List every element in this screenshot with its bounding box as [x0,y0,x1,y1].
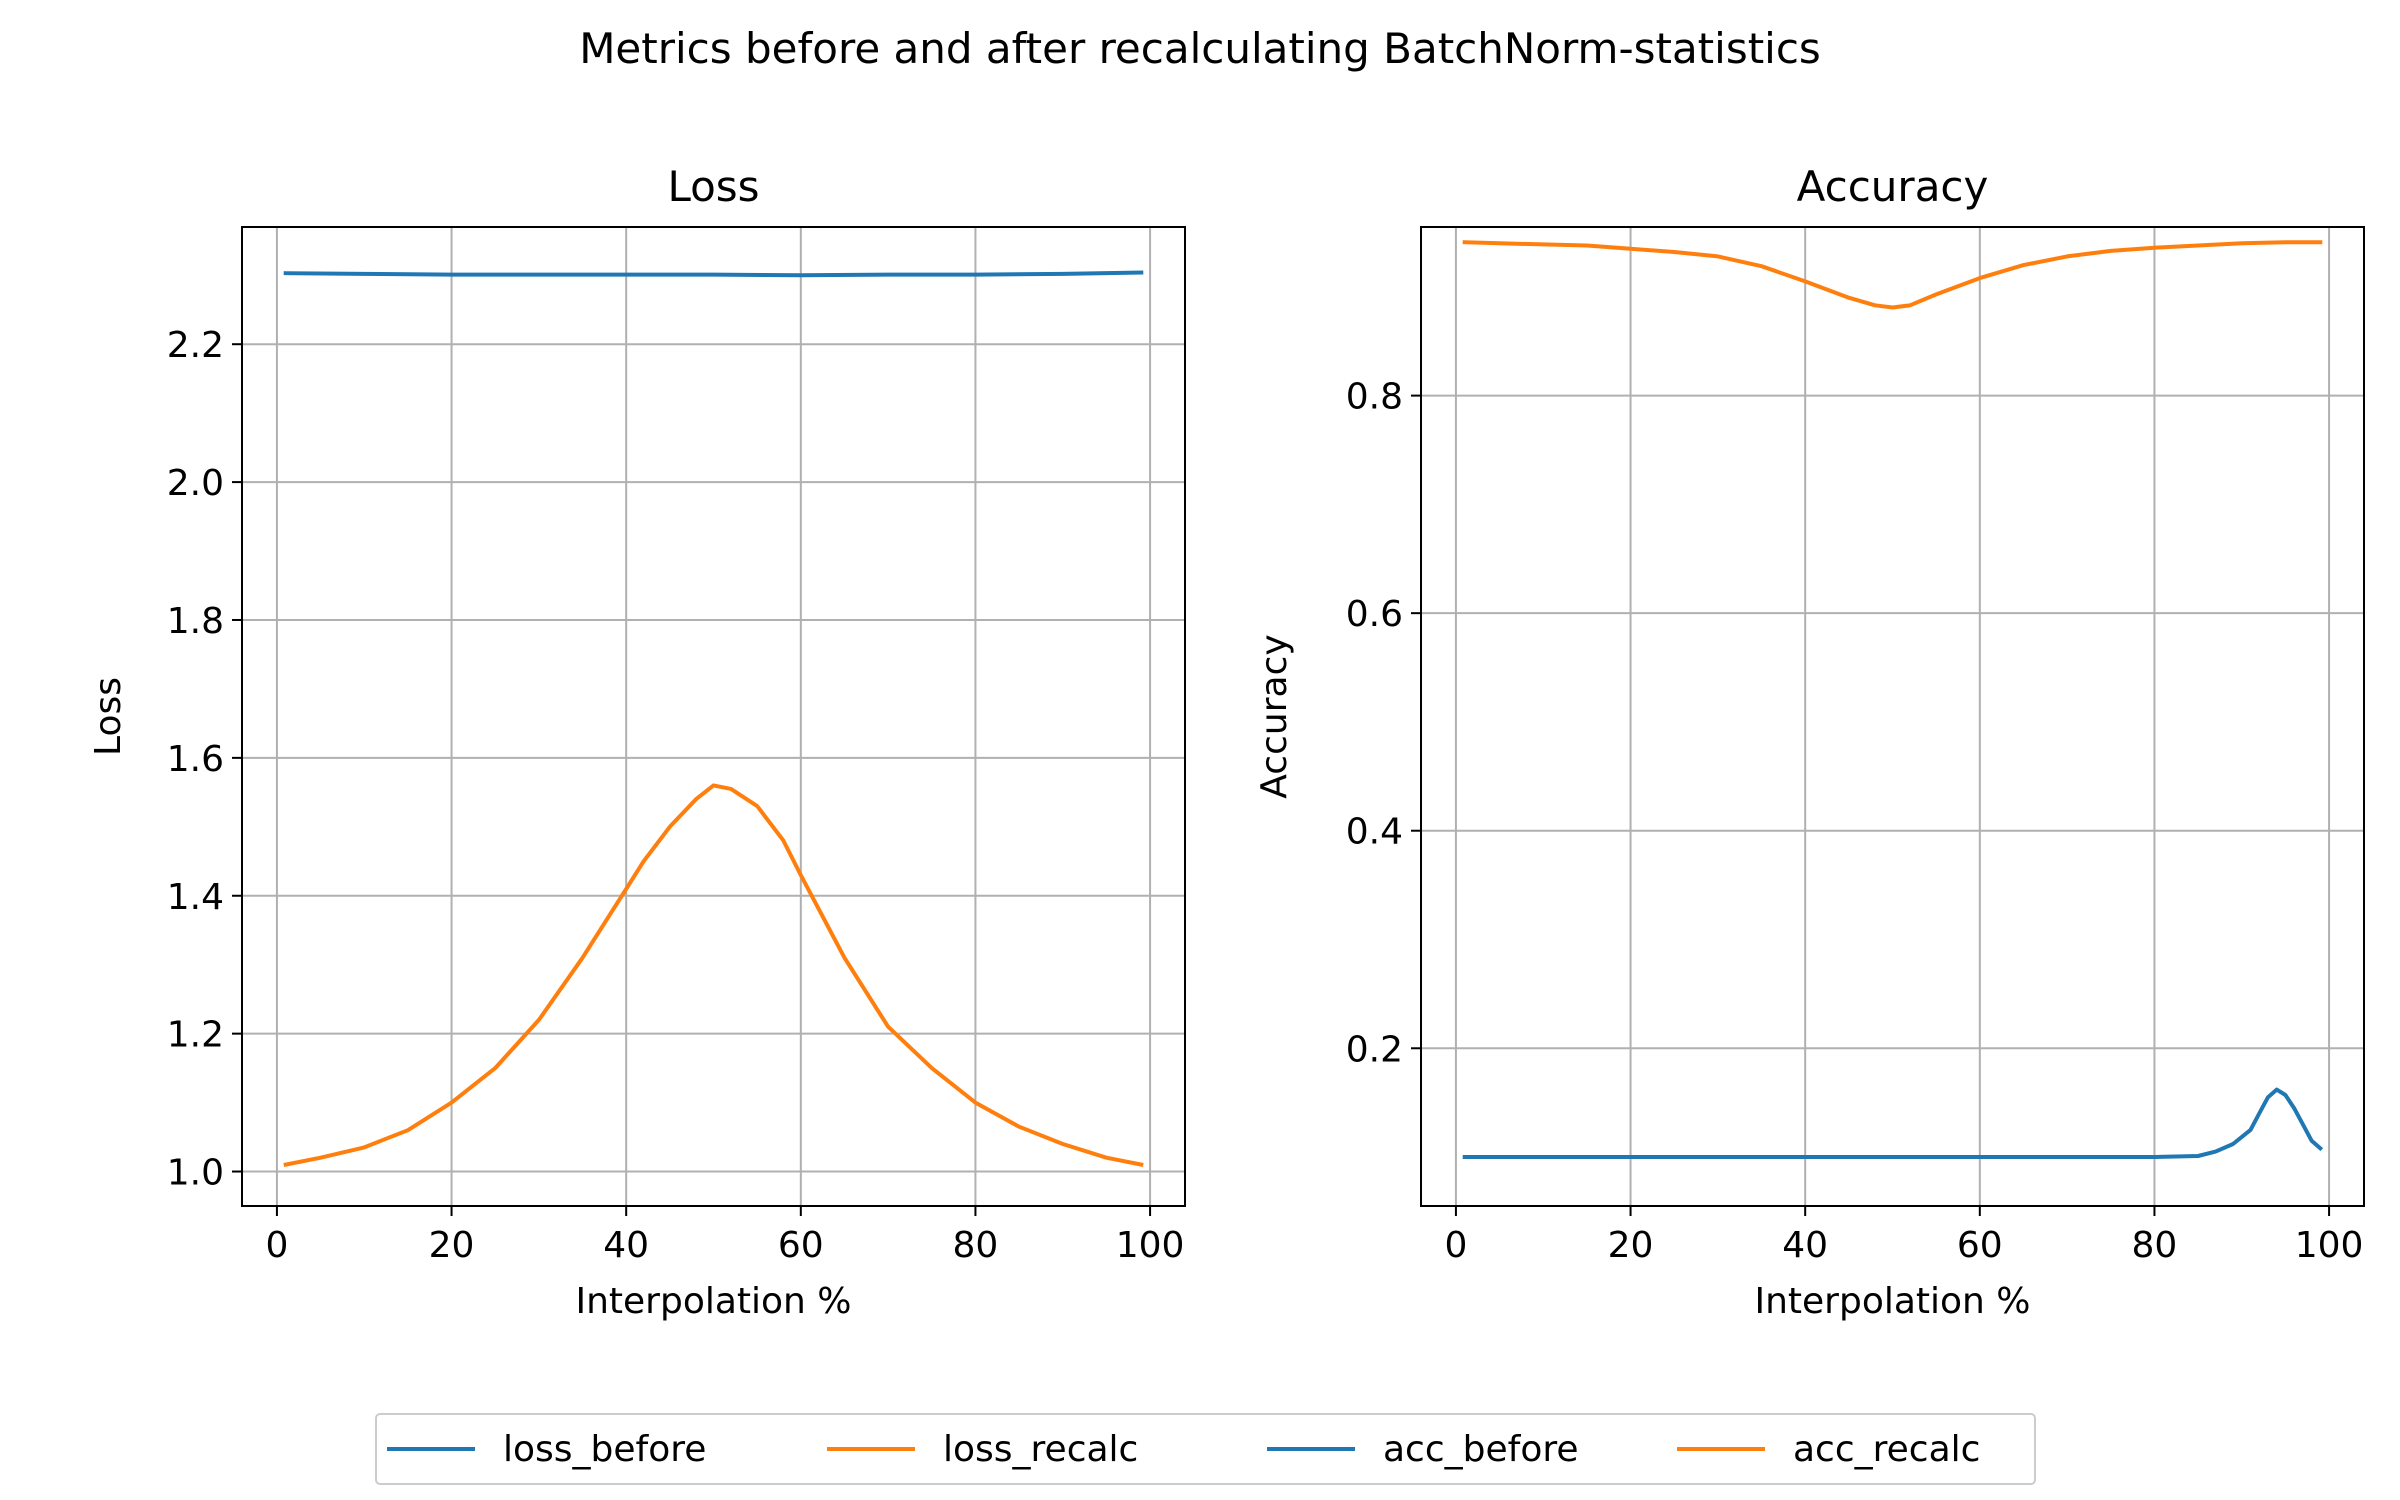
legend-item-acc-before: acc_before [1267,1415,1579,1483]
legend-swatch [827,1447,915,1451]
y-tick-label: 1.4 [167,877,224,918]
y-tick-label: 0.8 [1346,377,1403,418]
accuracy-x-axis-label: Interpolation % [1754,1281,2030,1322]
y-tick-label: 2.2 [167,325,224,366]
legend-label: loss_before [503,1428,707,1470]
series-line-acc-recalc [1462,240,2323,310]
y-tick-label: 1.6 [167,739,224,780]
y-tick-label: 1.0 [167,1153,224,1194]
y-tick-label: 0.6 [1346,594,1403,635]
x-tick-label: 40 [1782,1225,1828,1266]
figure-suptitle: Metrics before and after recalculating B… [579,24,1821,73]
x-tick-label: 0 [265,1225,288,1266]
x-tick-label: 40 [603,1225,649,1266]
y-tick-label: 0.2 [1346,1029,1403,1070]
y-tick-label: 1.8 [167,601,224,642]
legend-label: loss_recalc [943,1428,1139,1470]
legend-swatch [1267,1447,1355,1451]
series-line-loss-before [283,270,1144,278]
legend-label: acc_before [1383,1428,1579,1470]
x-tick-label: 100 [1116,1225,1185,1266]
legend-swatch [1677,1447,1765,1451]
y-tick-label: 1.2 [167,1015,224,1056]
legend-swatch [387,1447,475,1451]
x-tick-label: 80 [2132,1225,2178,1266]
legend-item-acc-recalc: acc_recalc [1677,1415,1980,1483]
axes-frame [1420,226,2365,1207]
x-tick-label: 20 [1608,1225,1654,1266]
y-tick-label: 0.4 [1346,812,1403,853]
legend: loss_before loss_recalc acc_before acc_r… [375,1413,2036,1485]
loss-subplot: 0 20 40 60 80 100 1.0 1.2 1.4 1.6 1.8 2.0 2.2 Loss I… [88,162,1186,1322]
x-tick-label: 100 [2295,1225,2364,1266]
x-tick-label: 60 [778,1225,824,1266]
legend-item-loss-recalc: loss_recalc [827,1415,1138,1483]
accuracy-y-axis-label: Accuracy [1254,634,1295,798]
legend-item-loss-before: loss_before [387,1415,706,1483]
series-line-loss-recalc [283,783,1144,1167]
x-tick-label: 20 [429,1225,475,1266]
series-line-acc-before [1462,1087,2324,1159]
loss-y-axis-label: Loss [88,677,129,756]
loss-x-axis-label: Interpolation % [575,1281,851,1322]
y-tick-label: 2.0 [167,463,224,504]
accuracy-subplot: 0 20 40 60 80 100 0.2 0.4 0.6 0.8 Accuracy Interp… [1254,162,2365,1322]
x-tick-label: 60 [1957,1225,2003,1266]
x-tick-label: 80 [953,1225,999,1266]
x-tick-label: 0 [1444,1225,1467,1266]
loss-subplot-title: Loss [667,162,759,211]
legend-label: acc_recalc [1793,1428,1981,1470]
axes-frame [241,226,1186,1207]
accuracy-subplot-title: Accuracy [1797,162,1989,211]
